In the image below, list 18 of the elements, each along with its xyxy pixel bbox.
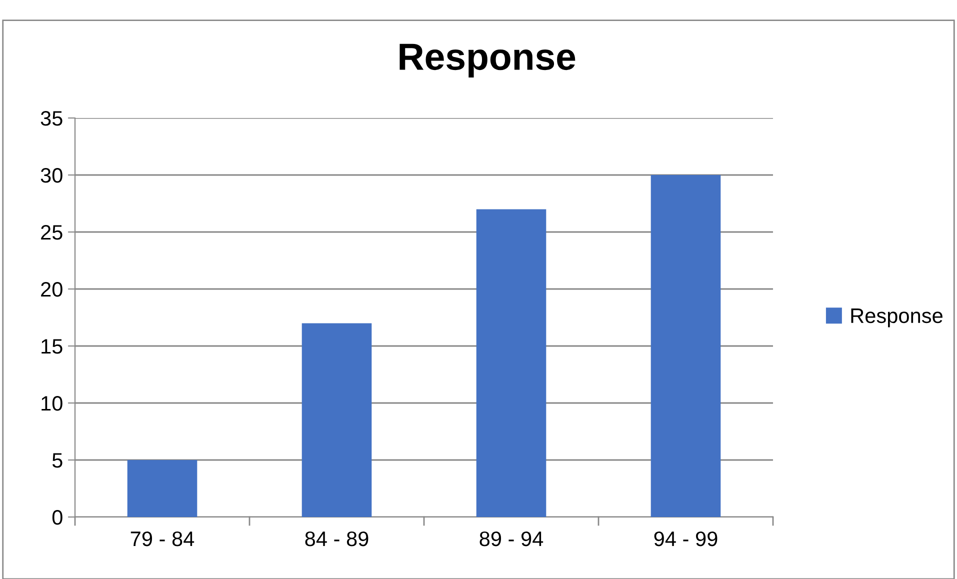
x-tick-label: 79 - 84 <box>130 531 194 546</box>
y-tick-label: 30 <box>40 168 62 183</box>
x-tick-label: 94 - 99 <box>654 531 718 546</box>
y-tick-label: 15 <box>42 339 62 354</box>
y-tick-label: 20 <box>41 282 62 297</box>
bar <box>127 460 198 517</box>
y-tick-label: 35 <box>40 111 62 126</box>
y-tick-label: 25 <box>41 225 62 240</box>
chart-title: Response <box>400 44 576 78</box>
y-tick-label: 10 <box>42 396 62 411</box>
legend-label: Response <box>851 308 942 328</box>
bar <box>302 323 372 517</box>
x-tick-label: 89 - 94 <box>480 531 544 546</box>
bar <box>650 175 721 517</box>
x-tick-label: 84 - 89 <box>305 531 368 546</box>
bar <box>476 209 546 517</box>
y-tick-label: 0 <box>52 510 62 525</box>
y-tick-label: 5 <box>52 453 62 468</box>
